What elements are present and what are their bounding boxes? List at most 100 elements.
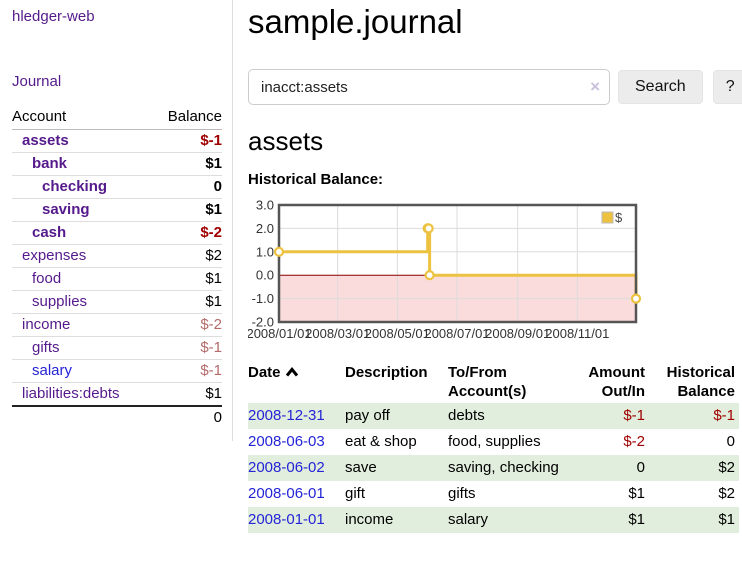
transaction-balance: $2 bbox=[718, 459, 735, 476]
account-row: checking 0 bbox=[12, 175, 222, 199]
historical-balance-chart-svg: $3.0 2.0 1.0 0.0 -1.0 -2.02008/01/012008/03/0… bbox=[246, 198, 642, 341]
transaction-date-cell: 2008-06-01 bbox=[248, 481, 345, 507]
account-row: saving $1 bbox=[12, 198, 222, 222]
transaction-amount: $1 bbox=[628, 485, 645, 502]
account-balance: $2 bbox=[151, 244, 222, 268]
transaction-description: eat & shop bbox=[345, 433, 417, 450]
sidebar-account-link[interactable]: cash bbox=[32, 224, 67, 241]
transaction-accounts: debts bbox=[448, 407, 485, 424]
sidebar-account-link[interactable]: gifts bbox=[32, 339, 60, 356]
chart-title: Historical Balance: bbox=[248, 171, 384, 188]
transaction-amount: $-2 bbox=[623, 433, 645, 450]
transaction-accounts: salary bbox=[448, 511, 489, 528]
sidebar-account-link[interactable]: supplies bbox=[32, 293, 88, 310]
account-column-header: Account bbox=[12, 106, 152, 130]
account-balance: $1 bbox=[151, 267, 222, 291]
svg-text:0.0: 0.0 bbox=[256, 268, 274, 283]
main-content: sample.journal × Search ? assets Histori… bbox=[246, 0, 742, 533]
tofrom-accounts-column-header: To/From Account(s) bbox=[448, 364, 527, 400]
account-balance: $-1 bbox=[151, 359, 222, 383]
accounts-balance-table: Account Balance assets $-1 bank $1 checking 0… bbox=[12, 106, 222, 429]
sidebar-account-link[interactable]: salary bbox=[32, 362, 73, 379]
account-row: assets $-1 bbox=[12, 129, 222, 153]
app-brand-link[interactable]: hledger-web bbox=[12, 8, 95, 25]
account-row: food $1 bbox=[12, 267, 222, 291]
svg-text:2.0: 2.0 bbox=[256, 221, 274, 236]
sidebar-account-link[interactable]: checking bbox=[42, 178, 108, 195]
transaction-date-link[interactable]: 2008-06-03 bbox=[248, 433, 325, 450]
search-input[interactable] bbox=[248, 69, 610, 105]
transaction-amount: 0 bbox=[636, 459, 645, 476]
transaction-date-cell: 2008-12-31 bbox=[248, 403, 345, 429]
register-header-row: Date Description To/From Account(s) Amou… bbox=[248, 361, 739, 403]
account-name-cell: salary bbox=[12, 359, 152, 383]
transaction-balance: 0 bbox=[726, 433, 735, 450]
transaction-row: 2008-01-01 income salary $1 $1 bbox=[248, 507, 739, 533]
account-name-cell: food bbox=[12, 267, 152, 291]
sidebar: hledger-web Journal Account Balance asse… bbox=[0, 0, 233, 441]
account-name-cell: income bbox=[12, 313, 152, 337]
help-button[interactable]: ? bbox=[712, 70, 742, 104]
account-balance: $1 bbox=[151, 198, 222, 222]
sidebar-account-link[interactable]: expenses bbox=[22, 247, 87, 264]
transaction-date-link[interactable]: 2008-12-31 bbox=[248, 407, 325, 424]
transaction-description: income bbox=[345, 511, 394, 528]
transaction-date-cell: 2008-06-02 bbox=[248, 455, 345, 481]
account-row: expenses $2 bbox=[12, 244, 222, 268]
historical-balance-chart: $3.0 2.0 1.0 0.0 -1.0 -2.0 2008/01/01 2008/03/0… bbox=[246, 197, 740, 343]
transaction-row: 2008-12-31 pay off debts $-1 $-1 bbox=[248, 403, 739, 429]
date-column-label: Date bbox=[248, 364, 281, 381]
sort-ascending-icon bbox=[285, 363, 299, 382]
account-row: gifts $-1 bbox=[12, 336, 222, 360]
account-balance: $1 bbox=[151, 382, 222, 407]
account-name-cell: cash bbox=[12, 221, 152, 245]
account-name-cell: supplies bbox=[12, 290, 152, 314]
account-balance: $-2 bbox=[151, 221, 222, 245]
total-spacer bbox=[12, 406, 152, 429]
svg-text:-1.0: -1.0 bbox=[252, 291, 274, 306]
search-button[interactable]: Search bbox=[618, 70, 703, 104]
transaction-date-link[interactable]: 2008-06-01 bbox=[248, 485, 325, 502]
svg-text:3.0: 3.0 bbox=[256, 198, 274, 213]
transaction-balance: $1 bbox=[718, 511, 735, 528]
sidebar-account-link[interactable]: liabilities:debts bbox=[22, 385, 120, 402]
transaction-accounts: saving, checking bbox=[448, 459, 559, 476]
account-name-cell: expenses bbox=[12, 244, 152, 268]
account-row: liabilities:debts $1 bbox=[12, 382, 222, 407]
transaction-amount: $1 bbox=[628, 511, 645, 528]
account-row: cash $-2 bbox=[12, 221, 222, 245]
sidebar-item-journal[interactable]: Journal bbox=[12, 73, 62, 90]
transaction-row: 2008-06-01 gift gifts $1 $2 bbox=[248, 481, 739, 507]
transaction-balance: $2 bbox=[718, 485, 735, 502]
accounts-total-balance: 0 bbox=[213, 409, 222, 426]
accounts-total-row: 0 bbox=[12, 406, 222, 429]
description-column-header: Description bbox=[345, 364, 428, 381]
account-row: income $-2 bbox=[12, 313, 222, 337]
balance-column-header: Balance bbox=[151, 106, 222, 130]
date-column-header[interactable]: Date bbox=[248, 361, 345, 403]
page-title: sample.journal bbox=[248, 3, 463, 40]
sidebar-account-link[interactable]: food bbox=[32, 270, 62, 287]
sidebar-account-link[interactable]: bank bbox=[32, 155, 68, 172]
accounts-table-header-row: Account Balance bbox=[12, 106, 222, 130]
account-name-cell: saving bbox=[12, 198, 152, 222]
account-balance: $-1 bbox=[151, 336, 222, 360]
sidebar-account-link[interactable]: saving bbox=[42, 201, 90, 218]
account-balance: 0 bbox=[151, 175, 222, 199]
account-name-cell: checking bbox=[12, 175, 152, 199]
clear-search-icon[interactable]: × bbox=[590, 77, 600, 97]
transaction-date-link[interactable]: 2008-06-02 bbox=[248, 459, 325, 476]
svg-text:2008/03/01: 2008/03/01 bbox=[305, 326, 370, 341]
svg-text:-2.0: -2.0 bbox=[252, 315, 274, 330]
svg-text:2008/07/01: 2008/07/01 bbox=[424, 326, 489, 341]
transaction-description: save bbox=[345, 459, 377, 476]
account-name-cell: assets bbox=[12, 129, 152, 153]
sidebar-account-link[interactable]: income bbox=[22, 316, 71, 333]
svg-text:2008/05/01: 2008/05/01 bbox=[365, 326, 430, 341]
sidebar-account-link[interactable]: assets bbox=[22, 132, 69, 149]
svg-text:2008/09/01: 2008/09/01 bbox=[485, 326, 550, 341]
account-row: salary $-1 bbox=[12, 359, 222, 383]
account-balance: $-1 bbox=[151, 129, 222, 153]
transaction-date-link[interactable]: 2008-01-01 bbox=[248, 511, 325, 528]
